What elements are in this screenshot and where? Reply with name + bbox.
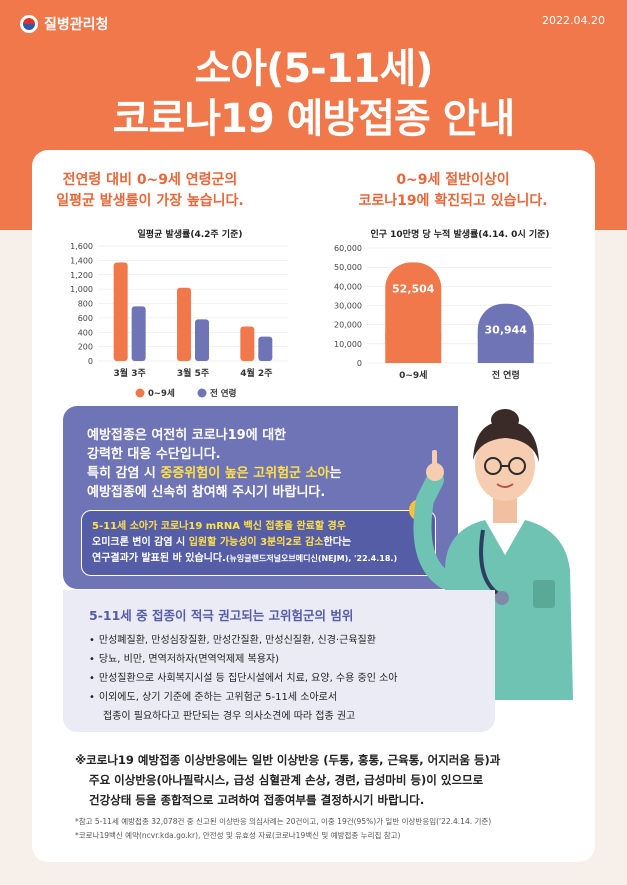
doctor-illustration-icon bbox=[413, 409, 573, 700]
bar bbox=[240, 326, 255, 361]
left-chart-heading: 전연령 대비 0~9세 연령군의 일평균 발생률이 가장 높습니다. bbox=[15, 170, 285, 212]
data-label: 52,504 bbox=[392, 282, 435, 295]
bar bbox=[131, 306, 146, 361]
x-tick-label: 3월 5주 bbox=[177, 367, 209, 379]
notice-line1-text: 5-11세 소아가 코로나19 mRNA 백신 접종을 완료할 경우 bbox=[92, 521, 346, 532]
taegeuk-icon bbox=[20, 15, 38, 33]
page-title-line1: 소아(5-11세) bbox=[194, 46, 433, 92]
right-chart-heading-line2: 코로나19에 확진되고 있습니다. bbox=[358, 193, 548, 209]
bar bbox=[258, 336, 273, 361]
left-chart-title: 일평균 발생률(4.2주 기준) bbox=[137, 230, 243, 240]
x-tick-label: 0~9세 bbox=[399, 369, 427, 381]
y-tick-label: 1,400 bbox=[70, 256, 93, 265]
notice-line2-pre: 오미크론 변이 감염 시 bbox=[92, 537, 189, 548]
y-tick-label: 50,000 bbox=[334, 263, 362, 272]
y-tick-label: 600 bbox=[78, 314, 93, 323]
y-tick-label: 60,000 bbox=[334, 244, 362, 253]
bar-base bbox=[385, 333, 442, 363]
data-label: 30,944 bbox=[485, 324, 528, 337]
y-tick-label: 1,000 bbox=[70, 285, 93, 294]
main-message-line2: 강력한 대응 수단입니다. bbox=[87, 447, 221, 462]
x-tick-label: 4월 2주 bbox=[240, 367, 272, 379]
legend-label: 전 연령 bbox=[210, 388, 236, 399]
risk-group-list: 만성폐질환, 만성심장질환, 만성간질환, 만성신질환, 신경·근육질환 당뇨,… bbox=[89, 631, 398, 726]
main-message: 예방접종은 여전히 코로나19에 대한 강력한 대응 수단입니다. 특히 감염 … bbox=[87, 426, 341, 502]
legend-marker bbox=[135, 388, 145, 398]
left-chart-heading-line1: 전연령 대비 0~9세 연령군의 bbox=[62, 172, 238, 188]
notice-source: (뉴잉글랜드저널오브메디신(NEJM), '22.4.18.) bbox=[225, 554, 398, 563]
references: *참고 5-11세 예방접종 32,078건 중 신고된 이상반응 의심사례는 … bbox=[75, 815, 585, 843]
research-notice-box: 5-11세 소아가 코로나19 mRNA 백신 접종을 완료할 경우 오미크론 … bbox=[81, 510, 436, 576]
main-message-line3: 특히 감염 시 중증위험이 높은 고위험군 소아는 bbox=[87, 464, 341, 483]
main-message-line4: 예방접종에 신속히 참여해 주시기 바랍니다. bbox=[87, 485, 326, 500]
right-chart-heading: 0~9세 절반이상이 코로나19에 확진되고 있습니다. bbox=[338, 170, 568, 212]
main-message-line3-pre: 특히 감염 시 bbox=[87, 466, 161, 481]
bar-base bbox=[477, 333, 534, 363]
list-item: 당뇨, 비만, 면역저하자(면역억제제 복용자) bbox=[89, 650, 398, 669]
main-message-line3-post: 는 bbox=[329, 466, 342, 481]
y-tick-label: 30,000 bbox=[334, 302, 362, 311]
cumulative-bar-chart: 0 10,000 20,000 30,000 40,000 50,000 60,000 52,… bbox=[334, 244, 552, 381]
bar bbox=[177, 287, 191, 361]
notice-line1: 5-11세 소아가 코로나19 mRNA 백신 접종을 완료할 경우 bbox=[92, 519, 425, 535]
incidence-bar-chart: 0 200 400 600 800 1,000 1,200 1,400 1,600 3월 3주 3월… bbox=[70, 242, 288, 399]
main-message-line1: 예방접종은 여전히 코로나19에 대한 bbox=[87, 428, 287, 443]
y-tick-label: 10,000 bbox=[334, 340, 362, 349]
footnote-line1: ※코로나19 예방접종 이상반응에는 일반 이상반응 (두통, 홍통, 근육통,… bbox=[75, 753, 501, 767]
y-tick-label: 800 bbox=[78, 300, 93, 309]
y-tick-label: 40,000 bbox=[334, 282, 362, 291]
risk-group-title: 5-11세 중 접종이 적극 권고되는 고위험군의 범위 bbox=[89, 608, 354, 623]
right-chart-heading-line1: 0~9세 절반이상이 bbox=[396, 172, 510, 188]
left-chart-heading-line2: 일평균 발생률이 가장 높습니다. bbox=[56, 193, 244, 209]
reference-line2: *코로나19백신 예약(ncvr.kda.go.kr), 안전성 및 유효성 자… bbox=[75, 831, 401, 840]
x-tick-label: 전 연령 bbox=[492, 369, 520, 381]
notice-highlight: 입원할 가능성이 3분의2로 감소 bbox=[188, 537, 324, 548]
bar bbox=[113, 262, 128, 361]
y-tick-label: 400 bbox=[78, 328, 93, 337]
reference-line1: *참고 5-11세 예방접종 32,078건 중 신고된 이상반응 의심사례는 … bbox=[75, 817, 492, 826]
footnote-line2: 주요 이상반응(아나필락시스, 급성 심혈관계 손상, 경련, 급성마비 등)이… bbox=[89, 773, 484, 787]
issue-date: 2022.04.20 bbox=[542, 14, 605, 27]
y-tick-label: 20,000 bbox=[334, 321, 362, 330]
footnote-line3: 건강상태 등을 종합적으로 고려하여 접종여부를 결정하시기 바랍니다. bbox=[89, 793, 425, 807]
list-item: 이외에도, 상기 기준에 준하는 고위험군 5-11세 소아로서 bbox=[89, 688, 398, 707]
list-item: 만성폐질환, 만성심장질환, 만성간질환, 만성신질환, 신경·근육질환 bbox=[89, 631, 398, 650]
notice-line2: 오미크론 변이 감염 시 입원할 가능성이 3분의2로 감소한다는 bbox=[92, 535, 425, 551]
notice-line3: 연구결과가 발표된 바 있습니다.(뉴잉글랜드저널오브메디신(NEJM), '2… bbox=[92, 551, 425, 567]
y-tick-label: 1,600 bbox=[70, 242, 93, 251]
notice-line3-text: 연구결과가 발표된 바 있습니다. bbox=[92, 553, 226, 564]
message-panel: 예방접종은 여전히 코로나19에 대한 강력한 대응 수단입니다. 특히 감염 … bbox=[63, 406, 458, 589]
page-title-line2: 코로나19 예방접종 안내 bbox=[112, 96, 516, 142]
legend-marker bbox=[197, 388, 207, 398]
agency-name: 질병관리청 bbox=[44, 17, 109, 33]
adverse-reaction-notice: ※코로나19 예방접종 이상반응에는 일반 이상반응 (두통, 홍통, 근육통,… bbox=[75, 750, 575, 810]
list-item-continuation: 접종이 필요하다고 판단되는 경우 의사소견에 따라 접종 권고 bbox=[103, 711, 356, 722]
main-message-highlight: 중증위험이 높은 고위험군 소아 bbox=[160, 466, 330, 481]
y-tick-label: 200 bbox=[78, 343, 93, 352]
x-tick-label: 3월 3주 bbox=[114, 367, 146, 379]
legend-label: 0~9세 bbox=[148, 388, 175, 399]
y-tick-label: 1,200 bbox=[70, 271, 93, 280]
bar bbox=[195, 319, 209, 361]
risk-group-panel: 5-11세 중 접종이 적극 권고되는 고위험군의 범위 만성폐질환, 만성심장… bbox=[63, 590, 495, 732]
list-item: 만성질환으로 사회복지시설 등 집단시설에서 치료, 요양, 수용 중인 소아 bbox=[89, 669, 398, 688]
y-tick-label: 0 bbox=[88, 357, 93, 366]
y-tick-label: 0 bbox=[357, 359, 362, 368]
notice-line2-post: 한다는 bbox=[323, 537, 352, 548]
agency-logo: 질병관리청 bbox=[20, 14, 108, 34]
right-chart-title: 인구 10만명 당 누적 발생률(4.14. 0시 기준) bbox=[370, 230, 550, 240]
